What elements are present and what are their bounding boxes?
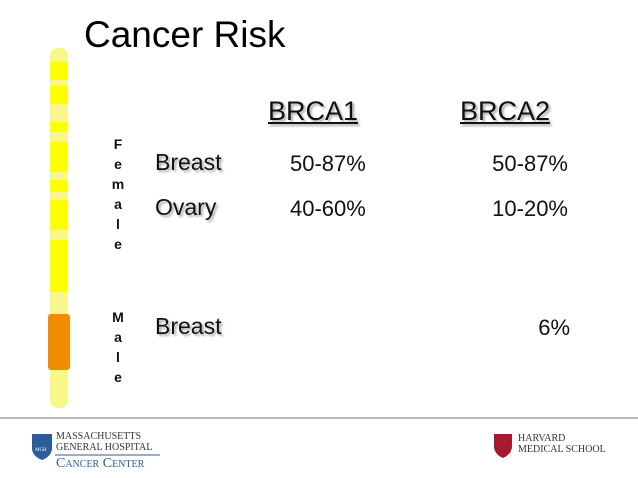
mgh-mark: MGH <box>35 448 47 453</box>
school-name: MEDICAL SCHOOL <box>518 444 606 455</box>
row-label: Ovary <box>155 194 217 220</box>
cell: 40-60% <box>290 196 366 221</box>
cancer-center: Cancer Center <box>56 456 145 471</box>
row-label: Breast <box>155 313 222 339</box>
chromosome-highlight <box>48 314 70 370</box>
harvard-shield <box>494 434 512 458</box>
cell: 10-20% <box>492 196 568 221</box>
row-label: Breast <box>155 149 222 175</box>
cell: 50-87% <box>290 151 366 176</box>
cell: 6% <box>538 315 570 340</box>
column-header: BRCA2 <box>460 96 551 126</box>
hospital-name: GENERAL HOSPITAL <box>56 442 153 453</box>
chromosome-bands <box>50 62 68 292</box>
mgh-shield <box>32 434 52 460</box>
title: Cancer Risk <box>84 14 286 55</box>
column-header: BRCA1 <box>268 96 359 126</box>
hospital-name: MASSACHUSETTS <box>56 431 142 442</box>
cell: 50-87% <box>492 151 568 176</box>
group-label: Male <box>110 309 126 389</box>
school-name: HARVARD <box>518 433 566 444</box>
group-label: Female <box>110 136 126 256</box>
